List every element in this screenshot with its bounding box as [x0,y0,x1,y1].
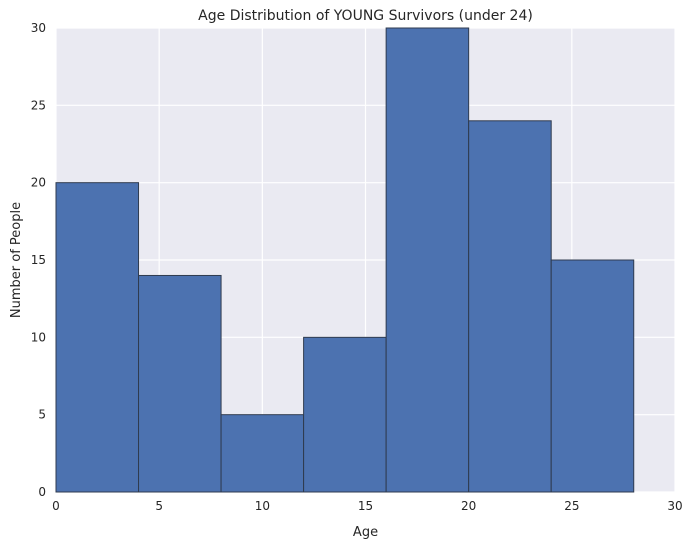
histogram-bar [220,414,305,493]
histogram-bar [303,336,387,493]
chart-title: Age Distribution of YOUNG Survivors (und… [198,8,533,24]
y-tick-label: 25 [31,98,46,112]
y-axis-label: Number of People [9,202,24,318]
x-tick-label: 5 [155,499,163,513]
y-tick-labels: 0 5 10 15 20 25 30 [31,21,46,499]
histogram-bar [55,182,140,493]
y-tick-label: 10 [31,330,46,344]
y-tick-label: 5 [38,408,46,422]
y-tick-label: 0 [38,485,46,499]
x-tick-label: 30 [667,499,682,513]
y-tick-label: 15 [31,253,46,267]
y-tick-label: 20 [31,176,46,190]
x-tick-labels: 0 5 10 15 20 25 30 [52,499,682,513]
x-tick-label: 20 [461,499,476,513]
histogram-bar [385,27,470,493]
histogram-bars [55,27,635,493]
y-tick-label: 30 [31,21,46,35]
x-tick-label: 0 [52,499,60,513]
x-tick-label: 15 [358,499,373,513]
histogram-bar [138,274,222,493]
x-tick-label: 10 [255,499,270,513]
x-axis-label: Age [353,525,378,540]
x-tick-label: 25 [564,499,579,513]
histogram-bar [550,259,635,493]
histogram-bar [468,120,552,493]
